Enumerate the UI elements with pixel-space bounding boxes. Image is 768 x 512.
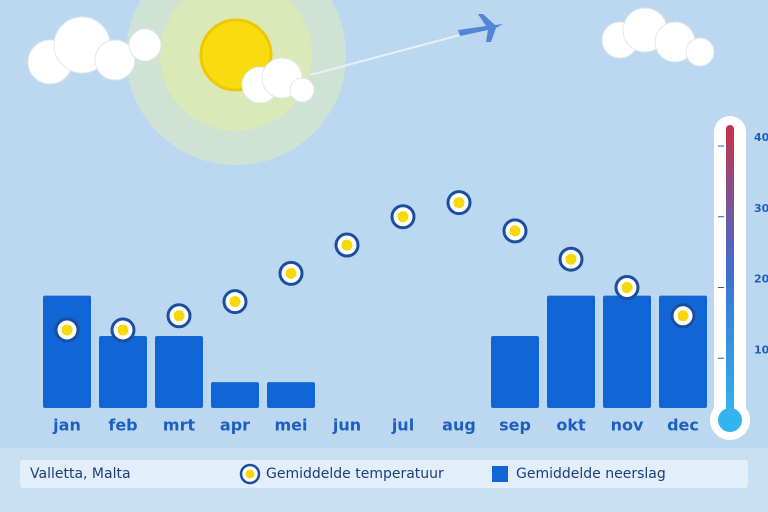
x-tick-label: okt xyxy=(556,416,586,435)
x-tick-label: jul xyxy=(391,416,414,435)
marker-core xyxy=(565,253,577,265)
legend-box xyxy=(20,460,748,488)
x-tick-label: sep xyxy=(499,416,531,435)
chart-title: Valletta, Malta xyxy=(30,466,131,482)
y2-tick-label: 40°c xyxy=(754,131,768,144)
marker-core xyxy=(341,239,353,251)
marker-core xyxy=(173,310,185,322)
y2-tick-label: 10°c xyxy=(754,343,768,356)
bar xyxy=(43,295,91,408)
legend-label: Gemiddelde temperatuur xyxy=(266,466,444,482)
legend-marker xyxy=(239,463,261,485)
x-tick-label: mei xyxy=(274,416,307,435)
y2-tick-label: 20°c xyxy=(754,273,768,286)
bar xyxy=(603,295,651,408)
bar xyxy=(211,382,259,408)
x-tick-label: nov xyxy=(611,416,644,435)
temperature-marker xyxy=(110,317,136,343)
temperature-marker xyxy=(54,317,80,343)
x-tick-label: feb xyxy=(108,416,137,435)
marker-core xyxy=(117,324,129,336)
x-tick-label: apr xyxy=(220,416,250,435)
marker-core xyxy=(453,197,465,209)
legend-label: Gemiddelde neerslag xyxy=(516,466,666,482)
marker-core xyxy=(285,267,297,279)
temperature-marker xyxy=(334,232,360,258)
bar xyxy=(267,382,315,408)
marker-core xyxy=(677,310,689,322)
bar xyxy=(547,295,595,408)
bar xyxy=(491,336,539,408)
marker-core xyxy=(621,282,633,293)
temperature-marker xyxy=(166,303,192,329)
marker-core xyxy=(245,469,255,479)
x-tick-label: aug xyxy=(442,416,476,435)
marker-core xyxy=(61,324,73,336)
temperature-marker xyxy=(670,303,696,329)
x-tick-label: mrt xyxy=(163,416,196,435)
temperature-marker xyxy=(558,246,584,272)
temperature-marker xyxy=(614,275,640,300)
y2-tick-label: 30°c xyxy=(754,202,768,215)
marker-core xyxy=(509,225,521,237)
legend-swatch xyxy=(492,466,508,482)
temperature-marker xyxy=(278,260,304,286)
marker-core xyxy=(397,211,409,223)
temperature-marker xyxy=(390,204,416,230)
temperature-marker xyxy=(446,190,472,216)
bar xyxy=(659,295,707,408)
temperature-marker xyxy=(502,218,528,244)
x-tick-label: jan xyxy=(52,416,81,435)
marker-core xyxy=(229,296,241,308)
bar xyxy=(99,336,147,408)
x-tick-label: dec xyxy=(667,416,699,435)
x-tick-label: jun xyxy=(332,416,361,435)
bar xyxy=(155,336,203,408)
temperature-marker xyxy=(222,289,248,315)
decoration xyxy=(27,0,750,440)
